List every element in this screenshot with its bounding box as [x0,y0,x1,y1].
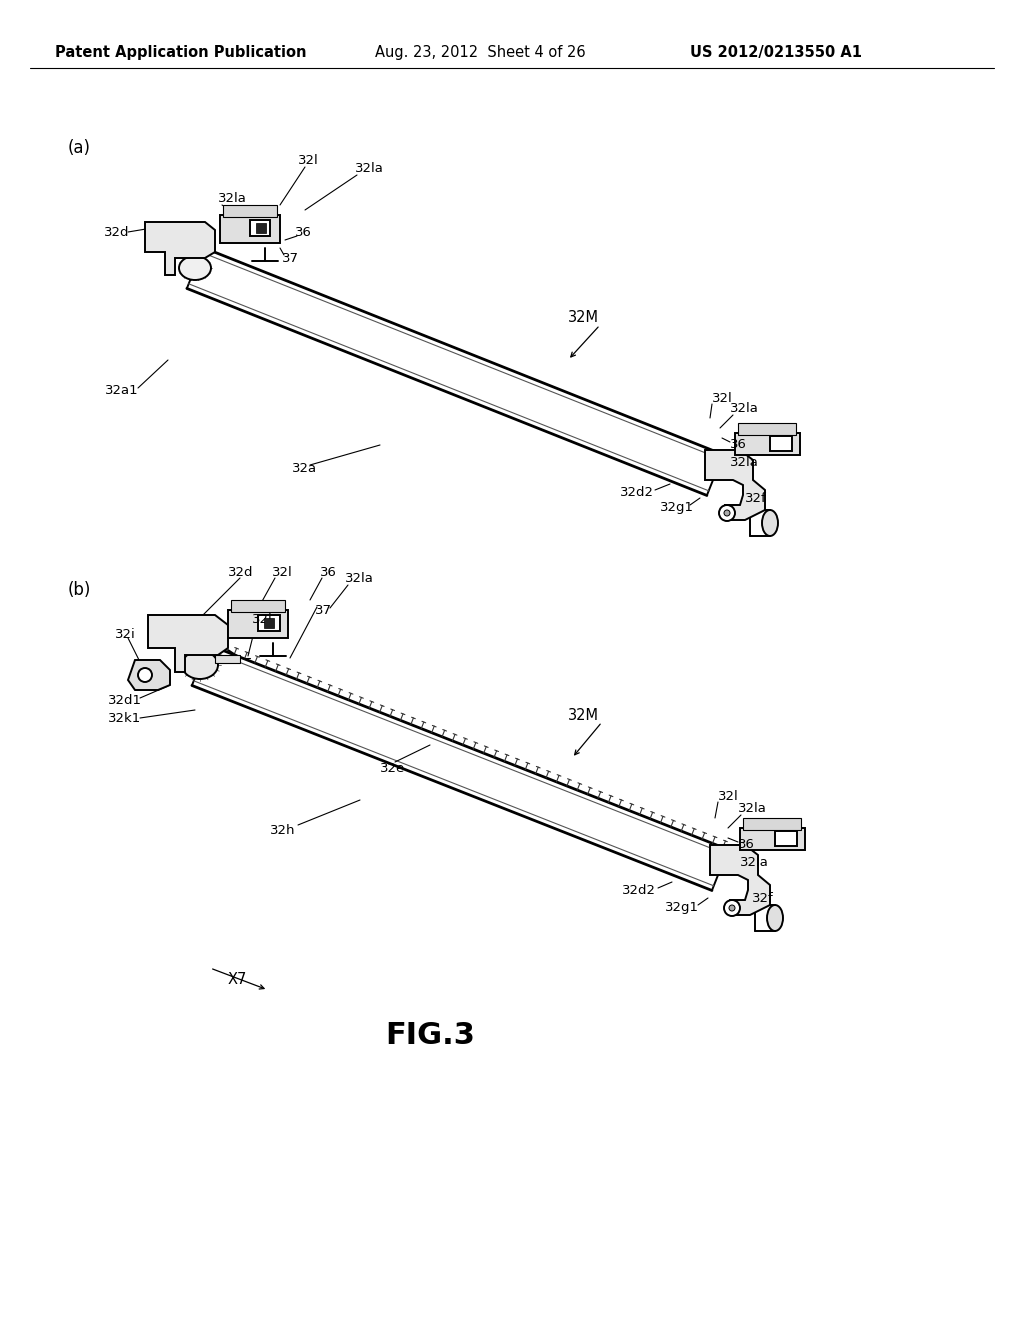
Text: 32j: 32j [252,614,272,627]
Text: X7: X7 [228,973,248,987]
Polygon shape [145,222,215,275]
Text: (a): (a) [68,139,91,157]
Text: 36: 36 [730,438,746,451]
Text: 32la: 32la [355,161,384,174]
Polygon shape [705,450,765,520]
Text: 32d: 32d [228,565,254,578]
Bar [264,618,274,628]
Ellipse shape [767,906,783,931]
Bar [743,818,801,830]
Circle shape [138,668,152,682]
Bar [775,832,797,846]
Text: 32la: 32la [345,572,374,585]
Text: 32la: 32la [730,455,759,469]
Text: 32l: 32l [272,565,293,578]
Text: Aug. 23, 2012  Sheet 4 of 26: Aug. 23, 2012 Sheet 4 of 26 [375,45,586,59]
Ellipse shape [762,510,778,536]
Text: 32d2: 32d2 [620,486,654,499]
Text: 32d1: 32d1 [108,693,142,706]
Polygon shape [710,845,770,915]
Text: 32l: 32l [712,392,733,404]
Bar [223,205,278,216]
Polygon shape [128,660,170,690]
Bar [220,215,280,243]
Circle shape [719,506,735,521]
Text: 32g1: 32g1 [665,902,699,915]
Text: 32g1: 32g1 [660,502,694,515]
Circle shape [729,906,735,911]
Bar [258,615,280,631]
Text: 32M: 32M [568,708,599,722]
Bar [231,601,285,612]
Text: US 2012/0213550 A1: US 2012/0213550 A1 [690,45,862,59]
Text: 32h: 32h [270,824,296,837]
Text: 37: 37 [282,252,299,264]
Text: 32d: 32d [104,226,129,239]
Bar [250,220,270,236]
Text: FIG.3: FIG.3 [385,1020,475,1049]
Text: 37: 37 [315,603,332,616]
Text: 32a1: 32a1 [105,384,138,396]
Text: 32M: 32M [568,310,599,326]
Bar [228,610,288,638]
Text: 32la: 32la [738,801,767,814]
Bar [770,436,792,451]
Polygon shape [148,615,228,672]
Text: 32a: 32a [292,462,317,474]
Text: 32k1: 32k1 [108,711,141,725]
Text: 32f: 32f [752,891,774,904]
Bar [215,655,240,663]
Text: 32f: 32f [745,491,767,504]
Text: 36: 36 [319,565,337,578]
Bar [740,828,805,850]
Bar [735,433,800,455]
Text: 36: 36 [295,227,312,239]
Text: 32i: 32i [115,628,136,642]
Ellipse shape [179,256,211,280]
Text: 32l: 32l [718,789,738,803]
Text: 32e: 32e [380,762,406,775]
Text: 36: 36 [738,838,755,851]
Text: 32la: 32la [218,191,247,205]
Text: Patent Application Publication: Patent Application Publication [55,45,306,59]
Text: 32d2: 32d2 [622,883,656,896]
Text: (b): (b) [68,581,91,599]
Bar [256,223,266,234]
Circle shape [724,900,740,916]
Text: 32la: 32la [740,855,769,869]
Text: 32la: 32la [730,401,759,414]
Text: 32l: 32l [298,153,318,166]
Circle shape [724,510,730,516]
Bar [738,422,796,436]
Ellipse shape [182,651,218,678]
